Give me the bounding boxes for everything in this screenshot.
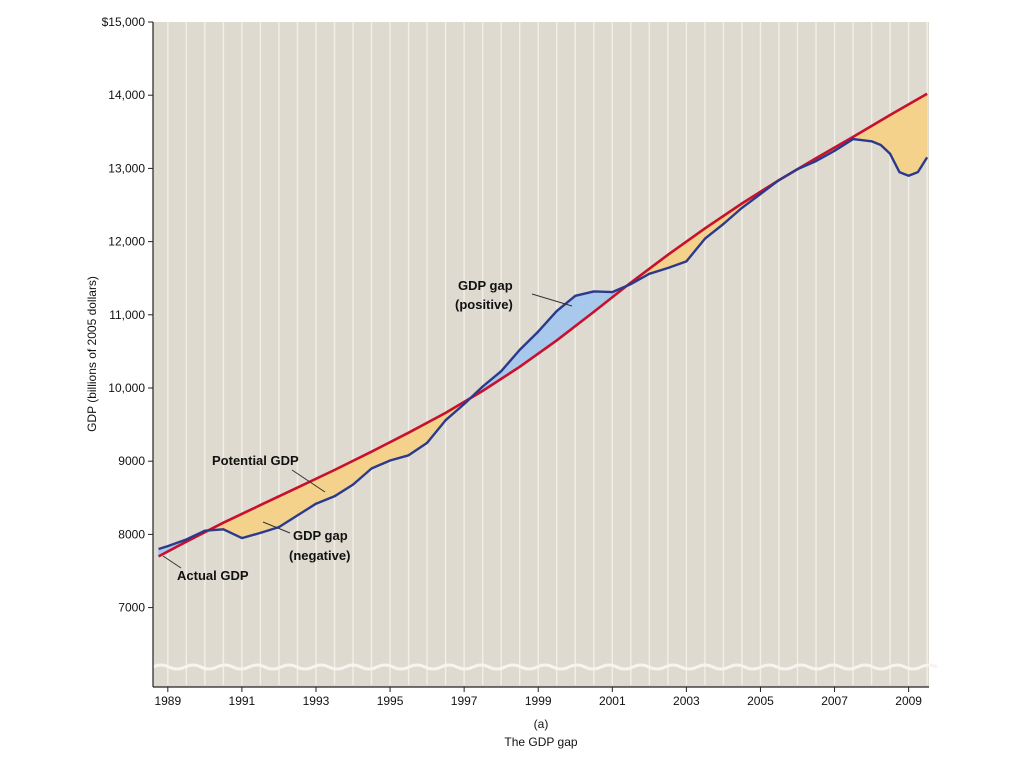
negative-gap-pointer bbox=[262, 521, 291, 534]
positive-gap-label-line1: GDP gap bbox=[458, 278, 513, 293]
negative-gap-label-line2: (negative) bbox=[289, 548, 350, 563]
axis-break-wave bbox=[152, 663, 938, 671]
grid-layer bbox=[167, 22, 928, 685]
x-tick-label: 2001 bbox=[599, 694, 626, 708]
tick-layer: $15,000 14,000 13,000 12,000 11,000 10,000 900… bbox=[102, 15, 923, 708]
plot-background bbox=[153, 22, 929, 687]
y-tick-label: 12,000 bbox=[108, 235, 145, 249]
x-tick-label: 2005 bbox=[747, 694, 774, 708]
y-tick-label: 11,000 bbox=[109, 308, 145, 322]
actual-gdp-pointer bbox=[162, 555, 182, 569]
x-tick-label: 2003 bbox=[673, 694, 700, 708]
y-tick-label: 7000 bbox=[118, 601, 145, 615]
x-tick-label: 1993 bbox=[303, 694, 330, 708]
y-tick-label: 13,000 bbox=[108, 161, 145, 175]
panel-letter: (a) bbox=[534, 717, 549, 731]
positive-gap-pointer bbox=[531, 293, 573, 307]
x-tick-label: 1989 bbox=[154, 694, 181, 708]
y-axis-title: GDP (billions of 2005 dollars) bbox=[85, 276, 99, 432]
x-tick-label: 1997 bbox=[451, 694, 478, 708]
x-tick-label: 2009 bbox=[895, 694, 922, 708]
positive-gap-label-line2: (positive) bbox=[455, 297, 513, 312]
x-tick-label: 1999 bbox=[525, 694, 552, 708]
y-tick-label: 10,000 bbox=[108, 381, 145, 395]
y-tick-label: $15,000 bbox=[102, 15, 146, 29]
potential-gdp-label: Potential GDP bbox=[212, 453, 299, 468]
x-tick-label: 2007 bbox=[821, 694, 848, 708]
figure-caption: The GDP gap bbox=[504, 735, 577, 749]
negative-gap-label-line1: GDP gap bbox=[293, 528, 348, 543]
x-tick-label: 1991 bbox=[229, 694, 256, 708]
actual-gdp-line bbox=[158, 137, 929, 551]
series-lines-layer bbox=[157, 92, 929, 558]
x-tick-label: 1995 bbox=[377, 694, 404, 708]
y-tick-label: 8000 bbox=[118, 527, 145, 541]
potential-gdp-pointer bbox=[291, 469, 326, 493]
actual-gdp-label: Actual GDP bbox=[177, 568, 249, 583]
y-tick-label: 9000 bbox=[118, 454, 145, 468]
y-tick-label: 14,000 bbox=[108, 88, 145, 102]
